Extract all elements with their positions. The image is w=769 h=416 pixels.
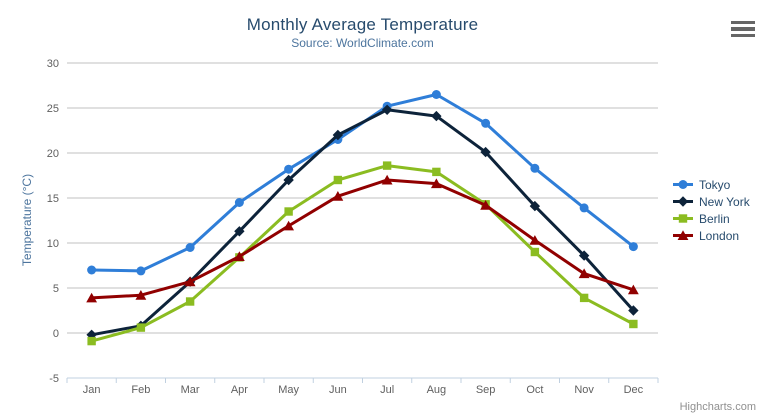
data-point-london[interactable] bbox=[578, 268, 590, 279]
series-line-new-york bbox=[90, 108, 635, 337]
credits-link[interactable]: Highcharts.com bbox=[679, 401, 756, 413]
data-point-london[interactable] bbox=[184, 276, 196, 287]
data-point-london[interactable] bbox=[86, 292, 98, 303]
data-point-tokyo[interactable] bbox=[628, 242, 638, 252]
x-axis-label: Mar bbox=[181, 384, 200, 396]
x-axis-label: Sep bbox=[476, 384, 496, 396]
data-point-new-york[interactable] bbox=[480, 146, 491, 158]
data-point-berlin[interactable] bbox=[382, 161, 392, 170]
data-point-tokyo[interactable] bbox=[185, 243, 195, 252]
data-point-tokyo[interactable] bbox=[579, 203, 589, 213]
menu-bar bbox=[731, 27, 755, 31]
x-axis-label: Jun bbox=[329, 384, 347, 396]
series-line-berlin bbox=[90, 164, 635, 343]
y-axis-label: 5 bbox=[53, 283, 59, 295]
x-axis-label: Jul bbox=[380, 384, 394, 396]
data-point-berlin[interactable] bbox=[432, 167, 441, 177]
data-point-tokyo[interactable] bbox=[481, 118, 491, 128]
data-point-london[interactable] bbox=[627, 284, 639, 295]
legend-item-berlin[interactable]: Berlin bbox=[672, 210, 750, 227]
legend-marker bbox=[677, 196, 689, 207]
legend-triangle-icon bbox=[673, 230, 693, 240]
data-point-new-york[interactable] bbox=[628, 305, 639, 316]
y-axis-label: -5 bbox=[49, 373, 59, 385]
data-point-tokyo[interactable] bbox=[136, 266, 146, 276]
data-point-new-york[interactable] bbox=[529, 200, 541, 212]
data-point-berlin[interactable] bbox=[185, 297, 195, 306]
data-point-new-york[interactable] bbox=[332, 129, 344, 141]
data-point-london[interactable] bbox=[233, 251, 245, 261]
legend-square-icon bbox=[673, 214, 693, 223]
x-axis-label: Aug bbox=[427, 384, 447, 396]
data-point-berlin[interactable] bbox=[530, 247, 540, 257]
legend-item-label: Tokyo bbox=[699, 177, 731, 192]
legend-marker bbox=[678, 214, 688, 223]
legend-marker bbox=[677, 230, 689, 240]
x-axis-label: Feb bbox=[131, 384, 150, 396]
data-point-berlin[interactable] bbox=[284, 207, 293, 216]
x-axis-label: Apr bbox=[231, 384, 248, 396]
data-point-new-york[interactable] bbox=[283, 174, 294, 186]
data-point-new-york[interactable] bbox=[578, 250, 590, 261]
x-axis-label: Jan bbox=[83, 384, 101, 396]
menu-bar bbox=[731, 20, 755, 25]
data-point-new-york[interactable] bbox=[431, 110, 442, 122]
data-point-tokyo[interactable] bbox=[234, 198, 244, 207]
legend-item-london[interactable]: London bbox=[672, 227, 750, 244]
data-point-london[interactable] bbox=[332, 191, 344, 201]
legend: Tokyo New York Berlin London bbox=[672, 176, 750, 244]
y-axis-label: 30 bbox=[47, 58, 59, 70]
legend-marker bbox=[678, 180, 688, 189]
x-axis-label: May bbox=[278, 384, 299, 396]
y-axis-label: 0 bbox=[53, 328, 59, 340]
chart-title: Monthly Average Temperature bbox=[246, 15, 479, 34]
data-point-berlin[interactable] bbox=[333, 175, 343, 185]
y-axis-label: 10 bbox=[47, 238, 59, 250]
x-axis-label: Nov bbox=[574, 384, 594, 396]
data-point-new-york[interactable] bbox=[234, 226, 245, 237]
menu-bar bbox=[731, 33, 755, 38]
legend-circle-icon bbox=[673, 180, 693, 189]
legend-item-label: London bbox=[699, 228, 740, 243]
data-point-tokyo[interactable] bbox=[431, 90, 441, 99]
data-point-berlin[interactable] bbox=[579, 293, 589, 303]
chart-subtitle: Source: WorldClimate.com bbox=[291, 36, 434, 50]
series-line-london bbox=[90, 178, 635, 300]
legend-item-label: Berlin bbox=[699, 211, 730, 226]
data-point-london[interactable] bbox=[529, 235, 541, 245]
y-axis-label: 20 bbox=[47, 148, 59, 160]
legend-item-tokyo[interactable]: Tokyo bbox=[672, 176, 750, 193]
data-point-london[interactable] bbox=[283, 220, 295, 231]
legend-item-new-york[interactable]: New York bbox=[672, 193, 750, 210]
data-point-berlin[interactable] bbox=[136, 323, 146, 332]
data-point-london[interactable] bbox=[430, 178, 442, 189]
hamburger-menu-icon[interactable] bbox=[729, 17, 757, 41]
x-axis-label: Dec bbox=[624, 384, 644, 396]
data-point-london[interactable] bbox=[480, 200, 492, 210]
data-point-new-york[interactable] bbox=[381, 104, 393, 115]
y-axis-label: 25 bbox=[47, 103, 59, 115]
data-point-berlin[interactable] bbox=[87, 336, 96, 346]
data-point-london[interactable] bbox=[381, 174, 393, 185]
legend-item-label: New York bbox=[699, 194, 750, 209]
data-point-london[interactable] bbox=[135, 290, 147, 300]
data-point-berlin[interactable] bbox=[629, 319, 638, 329]
legend-diamond-icon bbox=[673, 196, 693, 207]
x-axis-label: Oct bbox=[526, 384, 543, 396]
data-point-tokyo[interactable] bbox=[284, 164, 294, 174]
y-axis-label: 15 bbox=[47, 193, 59, 205]
data-point-tokyo[interactable] bbox=[530, 163, 540, 173]
data-point-tokyo[interactable] bbox=[87, 265, 97, 275]
